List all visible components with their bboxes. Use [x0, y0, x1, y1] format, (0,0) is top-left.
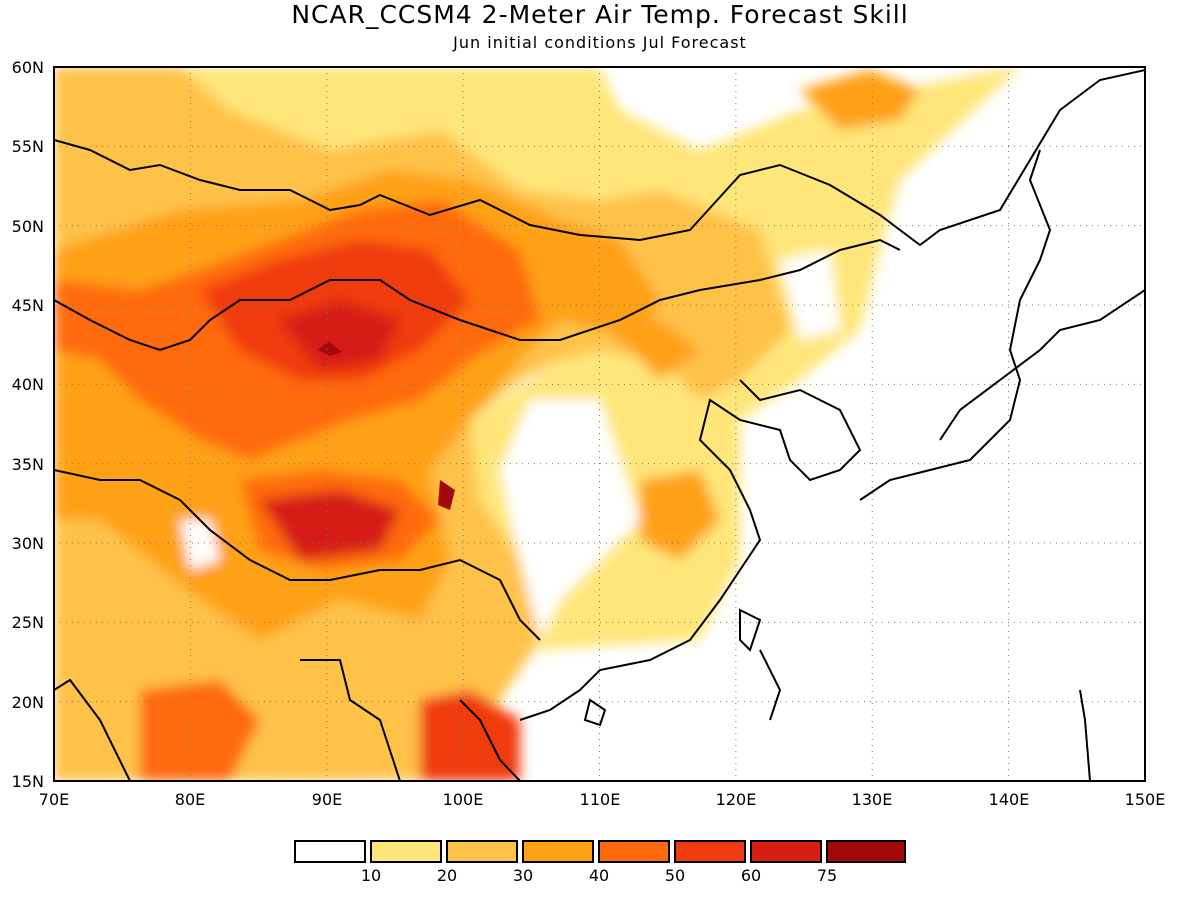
map-subtitle: Jun initial conditions Jul Forecast — [453, 33, 747, 52]
map-title: NCAR_CCSM4 2-Meter Air Temp. Forecast Sk… — [291, 0, 909, 29]
lon-label: 150E — [1125, 790, 1166, 809]
colorbar-label: 10 — [361, 866, 381, 885]
lat-label: 40N — [12, 375, 44, 394]
lon-label: 140E — [989, 790, 1030, 809]
lon-label: 90E — [312, 790, 342, 809]
colorbar-label: 75 — [817, 866, 837, 885]
colorbar-label: 20 — [437, 866, 457, 885]
lat-label: 20N — [12, 693, 44, 712]
lat-label: 50N — [12, 217, 44, 236]
colorbar-label: 30 — [513, 866, 533, 885]
lon-label: 110E — [580, 790, 621, 809]
lon-label: 70E — [39, 790, 69, 809]
lat-label: 15N — [12, 772, 44, 791]
colorbar-box — [446, 840, 518, 863]
lon-label: 80E — [175, 790, 205, 809]
lat-label: 60N — [12, 58, 44, 77]
colorbar-box — [826, 840, 906, 863]
lat-label: 45N — [12, 296, 44, 315]
colorbar-box — [674, 840, 746, 863]
colorbar-box — [750, 840, 822, 863]
colorbar-label: 50 — [665, 866, 685, 885]
colorbar-label: 40 — [589, 866, 609, 885]
lat-label: 30N — [12, 534, 44, 553]
coastlines — [54, 69, 1145, 781]
lon-label: 120E — [716, 790, 757, 809]
lon-label: 130E — [852, 790, 893, 809]
lat-label: 55N — [12, 137, 44, 156]
colorbar-box — [522, 840, 594, 863]
map-frame — [53, 66, 1146, 782]
latitude-labels: 15N 20N 25N 30N 35N 40N 45N 50N 55N 60N — [12, 58, 44, 791]
graticule — [54, 67, 1145, 781]
colorbar-label: 60 — [741, 866, 761, 885]
lat-label: 35N — [12, 455, 44, 474]
lon-label: 100E — [443, 790, 484, 809]
longitude-labels: 70E 80E 90E 100E 110E 120E 130E 140E 150… — [39, 790, 1166, 809]
colorbar: 10 20 30 40 50 60 75 — [294, 840, 906, 885]
colorbar-box — [294, 840, 366, 863]
lat-label: 25N — [12, 613, 44, 632]
colorbar-box — [370, 840, 442, 863]
colorbar-box — [598, 840, 670, 863]
skill-shading — [54, 67, 1145, 781]
